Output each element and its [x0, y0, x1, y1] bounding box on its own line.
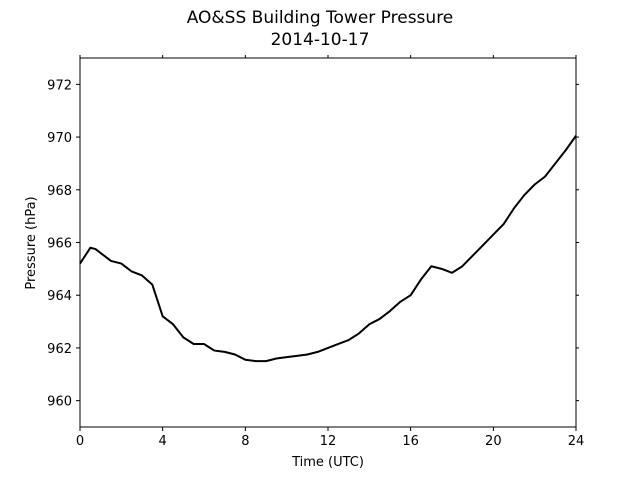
chart-title: AO&SS Building Tower Pressure	[186, 8, 454, 28]
x-tick-label: 8	[241, 434, 249, 449]
chart-subtitle: 2014-10-17	[270, 30, 370, 50]
y-tick-label: 960	[47, 395, 72, 410]
x-tick-label: 24	[568, 434, 585, 449]
x-axis: 0 4 8 12 16 20 24	[76, 55, 584, 449]
x-tick-label: 16	[402, 434, 419, 449]
x-tick-label: 4	[159, 434, 167, 449]
x-tick-label: 12	[320, 434, 337, 449]
x-tick-label: 20	[485, 434, 502, 449]
x-axis-label: Time (UTC)	[291, 455, 364, 470]
y-axis: 960 962 964 966 968 970 972	[47, 78, 579, 410]
y-tick-label: 964	[47, 289, 72, 304]
x-tick-label: 0	[76, 434, 84, 449]
y-tick-label: 970	[47, 131, 72, 146]
y-tick-label: 972	[47, 78, 72, 93]
y-tick-label: 966	[47, 237, 72, 252]
pressure-series-line	[79, 135, 577, 363]
y-tick-label: 968	[47, 184, 72, 199]
y-tick-label: 962	[47, 342, 72, 357]
y-axis-label: Pressure (hPa)	[24, 196, 39, 289]
plot-area	[79, 57, 577, 428]
